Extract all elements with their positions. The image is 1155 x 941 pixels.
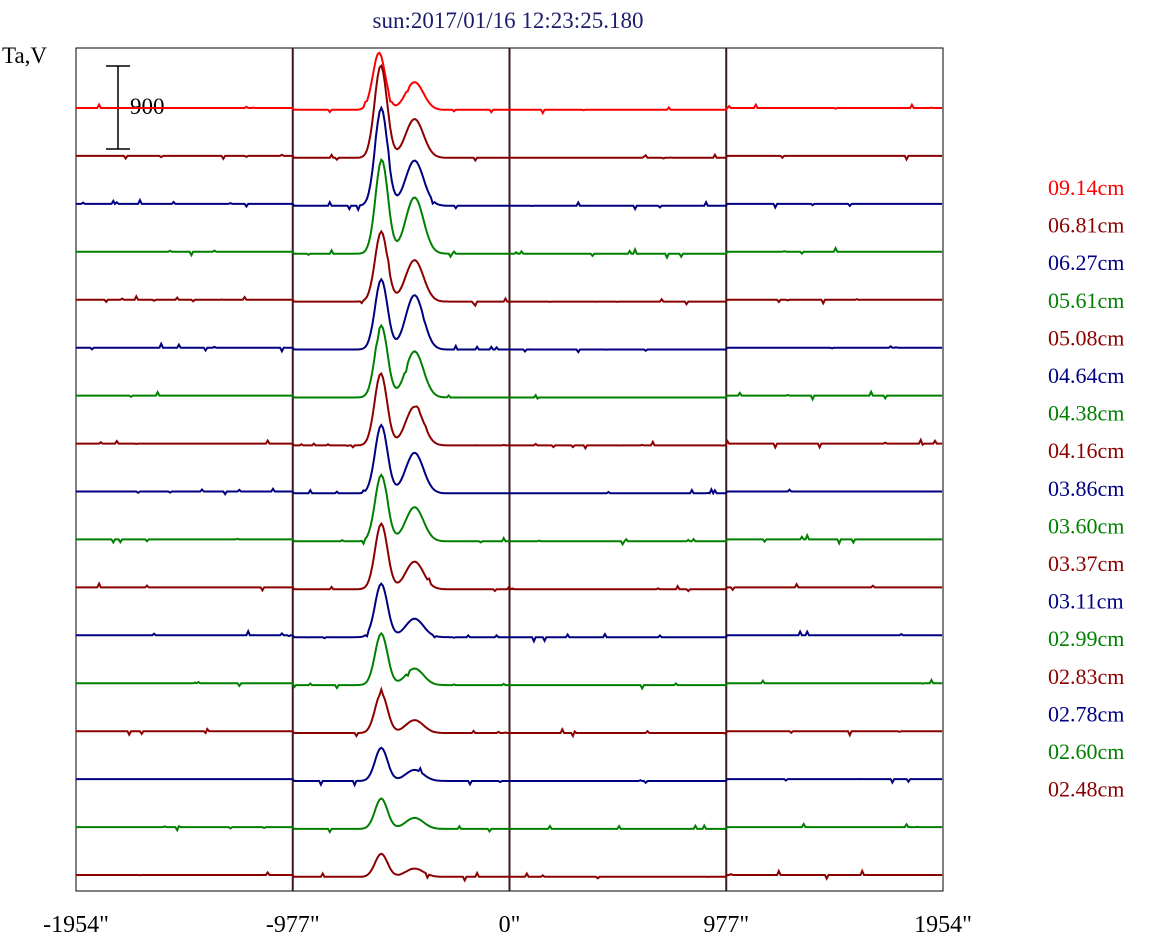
legend-entry: 02.48cm (1048, 777, 1124, 802)
series-line-04.38cm (76, 323, 943, 402)
legend-entry: 04.38cm (1048, 401, 1124, 426)
chart-title: sun:2017/01/16 12:23:25.180 (373, 8, 644, 33)
series-line-09.14cm (76, 51, 943, 116)
series-line-02.48cm (76, 852, 943, 883)
legend-entry: 03.86cm (1048, 476, 1124, 501)
legend-entry: 02.78cm (1048, 701, 1124, 726)
series-line-03.37cm (76, 521, 943, 593)
legend-entry: 03.37cm (1048, 551, 1124, 576)
legend-entry: 03.11cm (1048, 589, 1124, 614)
x-tick-label: -977" (266, 912, 320, 938)
traces (76, 51, 943, 883)
series-line-04.16cm (76, 371, 943, 451)
vertical-reference-lines (291, 48, 728, 891)
legend-entry: 05.08cm (1048, 325, 1124, 350)
legend-entry: 04.64cm (1048, 363, 1124, 388)
series-line-02.99cm (76, 631, 943, 691)
legend-entry: 05.61cm (1048, 288, 1124, 313)
x-tick-label: 977" (703, 912, 749, 938)
series-line-05.61cm (76, 157, 943, 260)
y-axis-label: Ta,V (2, 43, 47, 68)
series-line-04.64cm (76, 277, 943, 354)
series-line-02.60cm (76, 797, 943, 834)
x-tick-labels: -1954" -977" 0" 977" 1954" (43, 912, 972, 938)
x-tick-label: 1954" (914, 912, 972, 938)
legend-entry: 09.14cm (1048, 175, 1124, 200)
legend-entry: 03.60cm (1048, 513, 1124, 538)
series-line-05.08cm (76, 229, 943, 308)
legend: 09.14cm 06.81cm 06.27cm 05.61cm 05.08cm 04.64… (1048, 175, 1124, 802)
legend-entry: 06.81cm (1048, 213, 1124, 238)
series-line-03.86cm (76, 423, 943, 497)
series-line-03.11cm (76, 582, 943, 644)
legend-entry: 02.99cm (1048, 626, 1124, 651)
legend-entry: 02.60cm (1048, 739, 1124, 764)
series-line-02.78cm (76, 746, 943, 788)
series-line-06.27cm (76, 105, 943, 213)
x-tick-label: 0" (499, 912, 521, 938)
x-tick-label: -1954" (43, 912, 109, 938)
scale-bar-label: 900 (130, 94, 165, 119)
scale-bar: 900 (106, 65, 165, 150)
series-line-03.60cm (76, 473, 943, 547)
legend-entry: 04.16cm (1048, 438, 1124, 463)
series-line-06.81cm (76, 63, 943, 163)
series-line-02.83cm (76, 686, 943, 739)
legend-entry: 02.83cm (1048, 664, 1124, 689)
legend-entry: 06.27cm (1048, 250, 1124, 275)
